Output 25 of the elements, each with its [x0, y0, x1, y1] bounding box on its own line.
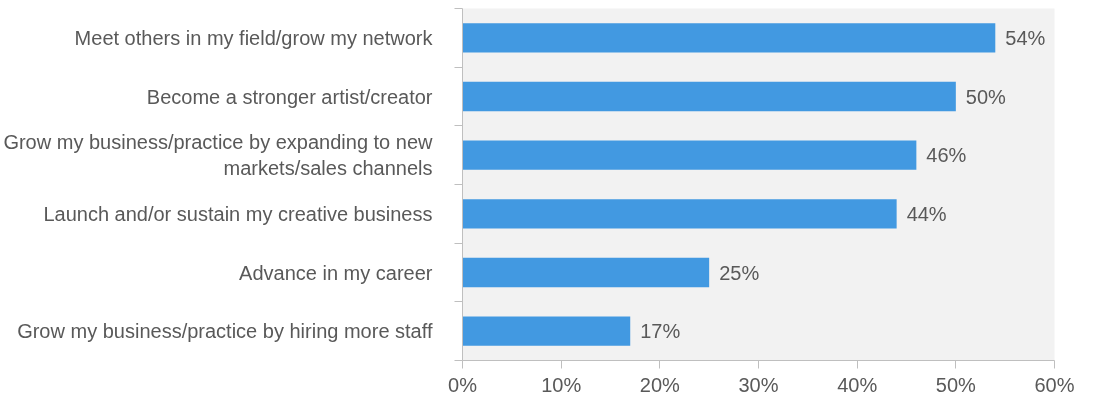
- bar: [462, 316, 631, 346]
- x-tick-label: 20%: [639, 373, 681, 396]
- bar: [462, 257, 710, 288]
- data-label: 46%: [926, 144, 967, 167]
- y-tick-label: Launch and/or sustain my creative business: [43, 202, 433, 225]
- y-tick-label: Grow my business/practice by hiring more staff: [17, 320, 433, 343]
- x-tick-label: 40%: [837, 373, 878, 396]
- data-label: 54%: [1005, 26, 1046, 49]
- data-label: 44%: [906, 202, 947, 225]
- x-tick-label: 30%: [738, 373, 779, 396]
- bar: [462, 23, 996, 53]
- data-label: 25%: [719, 261, 760, 284]
- y-tick-label: Become a stronger artist/creator: [146, 85, 433, 108]
- bar: [462, 81, 956, 112]
- data-label: 50%: [965, 85, 1007, 108]
- y-tick-label: Grow my business/practice by expanding to new markets/sales channels: [3, 130, 434, 180]
- x-tick-label: 60%: [1034, 373, 1075, 396]
- data-label: 17%: [640, 320, 681, 343]
- y-tick-label: Advance in my career: [239, 261, 433, 284]
- x-tick-label: 10%: [541, 373, 582, 396]
- y-tick-label: Meet others in my field/grow my network: [74, 26, 434, 49]
- x-tick-label: 0%: [448, 373, 478, 396]
- bar: [462, 199, 897, 229]
- x-tick-label: 50%: [935, 373, 977, 396]
- bar: [462, 140, 917, 170]
